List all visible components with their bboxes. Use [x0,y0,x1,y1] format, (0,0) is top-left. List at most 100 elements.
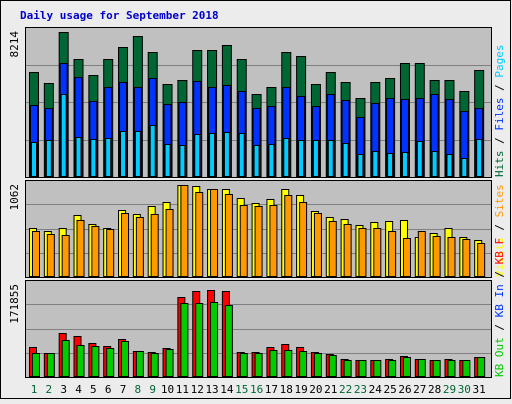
legend-separator: / [493,317,506,337]
bar-kb-out-day-5 [91,346,100,377]
bar-kb-out-day-30 [462,360,471,377]
bar-sites-day-2 [46,234,55,277]
bar-kb-out-day-12 [195,303,204,377]
y-max-label: 8214 [8,31,21,58]
bar-kb-out-day-6 [106,348,115,377]
right-legend: Visits / Sites [493,184,506,277]
bar-sites-day-5 [91,226,100,277]
bar-pages-day-9 [149,125,156,177]
bar-sites-day-24 [373,228,382,277]
bar-pages-day-12 [194,134,201,177]
x-tick-label-29: 29 [443,383,456,396]
bar-kb-out-day-27 [417,359,426,377]
x-tick-label-20: 20 [309,383,322,396]
bar-pages-day-28 [431,151,438,177]
legend-visits: Visits [493,237,506,277]
bar-sites-day-21 [328,221,337,277]
bar-sites-day-3 [61,235,70,277]
bar-sites-day-22 [343,224,352,277]
x-tick-label-26: 26 [398,383,411,396]
bar-kb-out-day-1 [32,353,40,377]
bar-kb-out-day-31 [477,357,486,377]
x-tick-label-14: 14 [220,383,234,396]
bar-pages-day-2 [45,140,52,177]
bar-kb-out-day-2 [46,353,55,377]
bar-kb-out-day-16 [254,353,263,377]
chart-title: Daily usage for September 2018 [20,9,219,22]
bar-pages-day-1 [31,142,37,177]
bar-sites-day-7 [121,213,130,277]
bar-kb-out-day-10 [165,349,174,377]
legend-separator: / [493,78,506,98]
bar-kb-out-day-22 [343,360,352,377]
bar-pages-day-10 [164,144,171,177]
bar-sites-day-8 [135,217,144,277]
bar-pages-day-27 [416,141,423,177]
x-tick-label-24: 24 [369,383,383,396]
x-tick-label-1: 1 [31,383,38,396]
legend-hits: Hits [493,151,506,178]
legend-separator: / [493,217,506,237]
bar-sites-day-6 [106,229,115,277]
bar-pages-day-18 [283,138,290,177]
x-tick-label-25: 25 [384,383,397,396]
bar-kb-out-day-19 [299,351,308,377]
bar-pages-day-22 [342,143,349,177]
bar-kb-out-day-8 [135,351,144,377]
bar-kb-out-day-4 [76,345,85,377]
right-legend: KB Out / KB In / KB F [493,238,506,377]
x-tick-label-5: 5 [90,383,97,396]
bar-kb-out-day-21 [328,355,337,377]
bar-sites-day-23 [358,228,367,277]
legend-pages: Pages [493,45,506,78]
bar-pages-day-3 [60,94,67,177]
bar-pages-day-8 [134,131,141,177]
legend-kb-in: KB In [493,284,506,317]
bar-pages-day-30 [461,158,468,177]
bar-pages-day-24 [372,151,379,177]
x-tick-label-15: 15 [235,383,248,396]
legend-sites: Sites [493,184,506,217]
bar-sites-day-27 [417,231,426,277]
x-tick-label-16: 16 [250,383,263,396]
bar-sites-day-11 [180,185,189,277]
bar-kb-out-day-7 [121,341,130,377]
bar-pages-day-11 [179,145,186,177]
bar-sites-day-13 [210,189,219,277]
bar-sites-day-20 [313,213,322,277]
right-legend: Hits / Files / Pages [493,45,506,178]
x-tick-label-4: 4 [75,383,82,396]
bar-kb-out-day-11 [180,303,189,377]
x-tick-label-28: 28 [428,383,441,396]
bar-sites-day-10 [165,209,174,277]
x-tick-label-9: 9 [149,383,156,396]
bar-kb-out-day-3 [61,340,70,377]
bar-sites-day-26 [402,238,411,277]
panel-3: 171855 KB Out / KB In / KB F [8,238,506,378]
x-tick-label-3: 3 [60,383,67,396]
bar-pages-day-5 [90,139,97,177]
bar-pages-day-7 [120,131,127,177]
x-tick-label-8: 8 [135,383,142,396]
bar-kb-out-day-24 [373,360,382,377]
bar-sites-day-29 [447,237,456,277]
legend-kb-f: KB F [493,238,506,265]
x-tick-label-11: 11 [176,383,189,396]
bar-sites-day-15 [239,205,248,277]
x-tick-label-18: 18 [280,383,293,396]
x-tick-label-22: 22 [339,383,352,396]
bar-sites-day-19 [299,202,308,277]
bar-kb-out-day-14 [224,305,233,377]
x-tick-label-19: 19 [294,383,307,396]
bar-sites-day-12 [195,192,204,277]
x-tick-label-23: 23 [354,383,367,396]
bar-kb-out-day-15 [239,353,248,377]
panel-1: 8214 Hits / Files / Pages [8,27,506,178]
legend-separator: / [493,264,506,284]
bar-kb-out-day-9 [150,353,159,377]
bar-kb-out-day-29 [447,360,456,377]
bar-kb-out-day-25 [388,360,397,377]
bar-sites-day-14 [224,194,233,277]
